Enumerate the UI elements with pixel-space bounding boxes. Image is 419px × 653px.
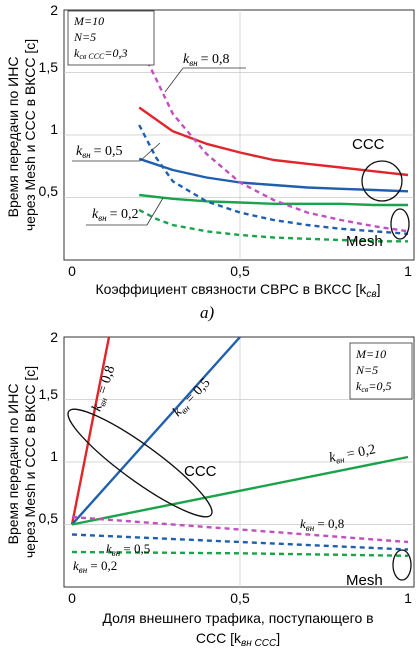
leader-a-02b xyxy=(146,197,164,226)
xtick-b-0: 0 xyxy=(68,590,76,606)
series-line-b-ccc-02 xyxy=(71,455,409,526)
leader-a-05b xyxy=(139,142,161,162)
param-b-2: kсв=0,5 xyxy=(356,379,391,394)
curve-label-a-05: kвн = 0,5 xyxy=(76,144,123,160)
mesh-label-a: Mesh xyxy=(346,233,383,250)
ytick-b-2: 1,5 xyxy=(39,386,59,402)
series-line-a-mesh-08 xyxy=(121,13,409,233)
series-line-b-mesh-08 xyxy=(71,515,409,544)
xtick-b-1: 0,5 xyxy=(230,590,250,606)
params-box-b xyxy=(349,342,413,400)
ccc-ellipse-b xyxy=(67,408,213,518)
chart-panel-a: 0,5 1 1,5 2 0 0,5 1 Коэффициент связност… xyxy=(5,2,415,322)
ytick-a-1: 1 xyxy=(50,121,58,137)
ccc-label-a: ССС xyxy=(352,136,385,153)
series-b xyxy=(70,336,409,557)
param-a-2: kсв ССС=0,3 xyxy=(74,46,127,61)
ytick-a-2: 1,5 xyxy=(39,59,59,75)
series-line-b-ccc-08 xyxy=(70,336,111,525)
param-b-1: N=5 xyxy=(355,363,378,377)
mesh-ellipse-b xyxy=(392,549,412,581)
panel-label-a: а) xyxy=(200,303,215,322)
xtick-a-0: 0 xyxy=(68,263,76,279)
series-line-b-ccc-05 xyxy=(71,336,241,526)
curve-label-b-08: kвн = 0,8 xyxy=(90,364,120,414)
ytick-b-3: 2 xyxy=(50,329,58,345)
ytick-a-0: 0,5 xyxy=(39,183,59,199)
curve-label-b-mesh-08: kвн = 0,8 xyxy=(300,516,344,533)
xlabel-b-2: ССС [kвн ССС] xyxy=(196,630,280,649)
xtick-a-1: 0,5 xyxy=(230,263,250,279)
xlabel-b: Доля внешнего трафика, поступающего в xyxy=(102,610,373,626)
leader-a-08b xyxy=(164,67,184,93)
xlabel-a: Коэффициент связности СВРС в ВКСС [kсв] xyxy=(96,281,381,300)
chart-panel-b: 0,5 1 1,5 2 0 0,5 1 Доля внешнего трафик… xyxy=(5,329,415,649)
param-a-1: N=5 xyxy=(73,30,96,44)
xtick-a-2: 1 xyxy=(404,263,412,279)
ccc-label-b: ССС xyxy=(184,463,217,480)
series-line-a-mesh-05 xyxy=(138,124,409,235)
curve-label-b-05: kвн = 0,5 xyxy=(170,376,214,421)
ylabel-a: Время передачи по ИНС через Mesh и ССС в… xyxy=(5,39,38,231)
ccc-ellipse-a xyxy=(361,160,403,202)
series-line-b-mesh-02 xyxy=(71,550,409,557)
curve-label-b-mesh-05: kвн = 0,5 xyxy=(106,541,150,558)
ytick-a-3: 2 xyxy=(50,2,58,18)
series-line-b-mesh-05 xyxy=(71,533,409,551)
param-b-0: M=10 xyxy=(355,347,386,361)
xtick-b-2: 1 xyxy=(404,590,412,606)
series-line-a-ccc-02 xyxy=(139,193,408,207)
grid-a xyxy=(64,10,414,260)
curve-label-b-mesh-02: kвн = 0,2 xyxy=(73,558,117,575)
curve-label-b-02: kвн = 0,2 xyxy=(328,442,377,467)
mesh-label-b: Mesh xyxy=(346,572,383,589)
curve-label-a-02: kвн = 0,2 xyxy=(92,207,139,223)
ytick-b-0: 0,5 xyxy=(39,510,59,526)
ytick-b-1: 1 xyxy=(50,448,58,464)
mesh-ellipse-a xyxy=(390,208,410,240)
series-line-a-ccc-08 xyxy=(138,106,409,177)
curve-label-a-08: kвн = 0,8 xyxy=(183,52,230,68)
series-line-a-ccc-05 xyxy=(138,157,409,193)
series-a xyxy=(121,13,409,243)
param-a-0: M=10 xyxy=(73,14,104,28)
series-line-a-mesh-02 xyxy=(138,208,408,243)
params-box-a xyxy=(67,10,155,66)
grid-b xyxy=(64,337,414,587)
ylabel-b: Время передачи по ИНС через Mesh и ССС в… xyxy=(5,366,38,558)
